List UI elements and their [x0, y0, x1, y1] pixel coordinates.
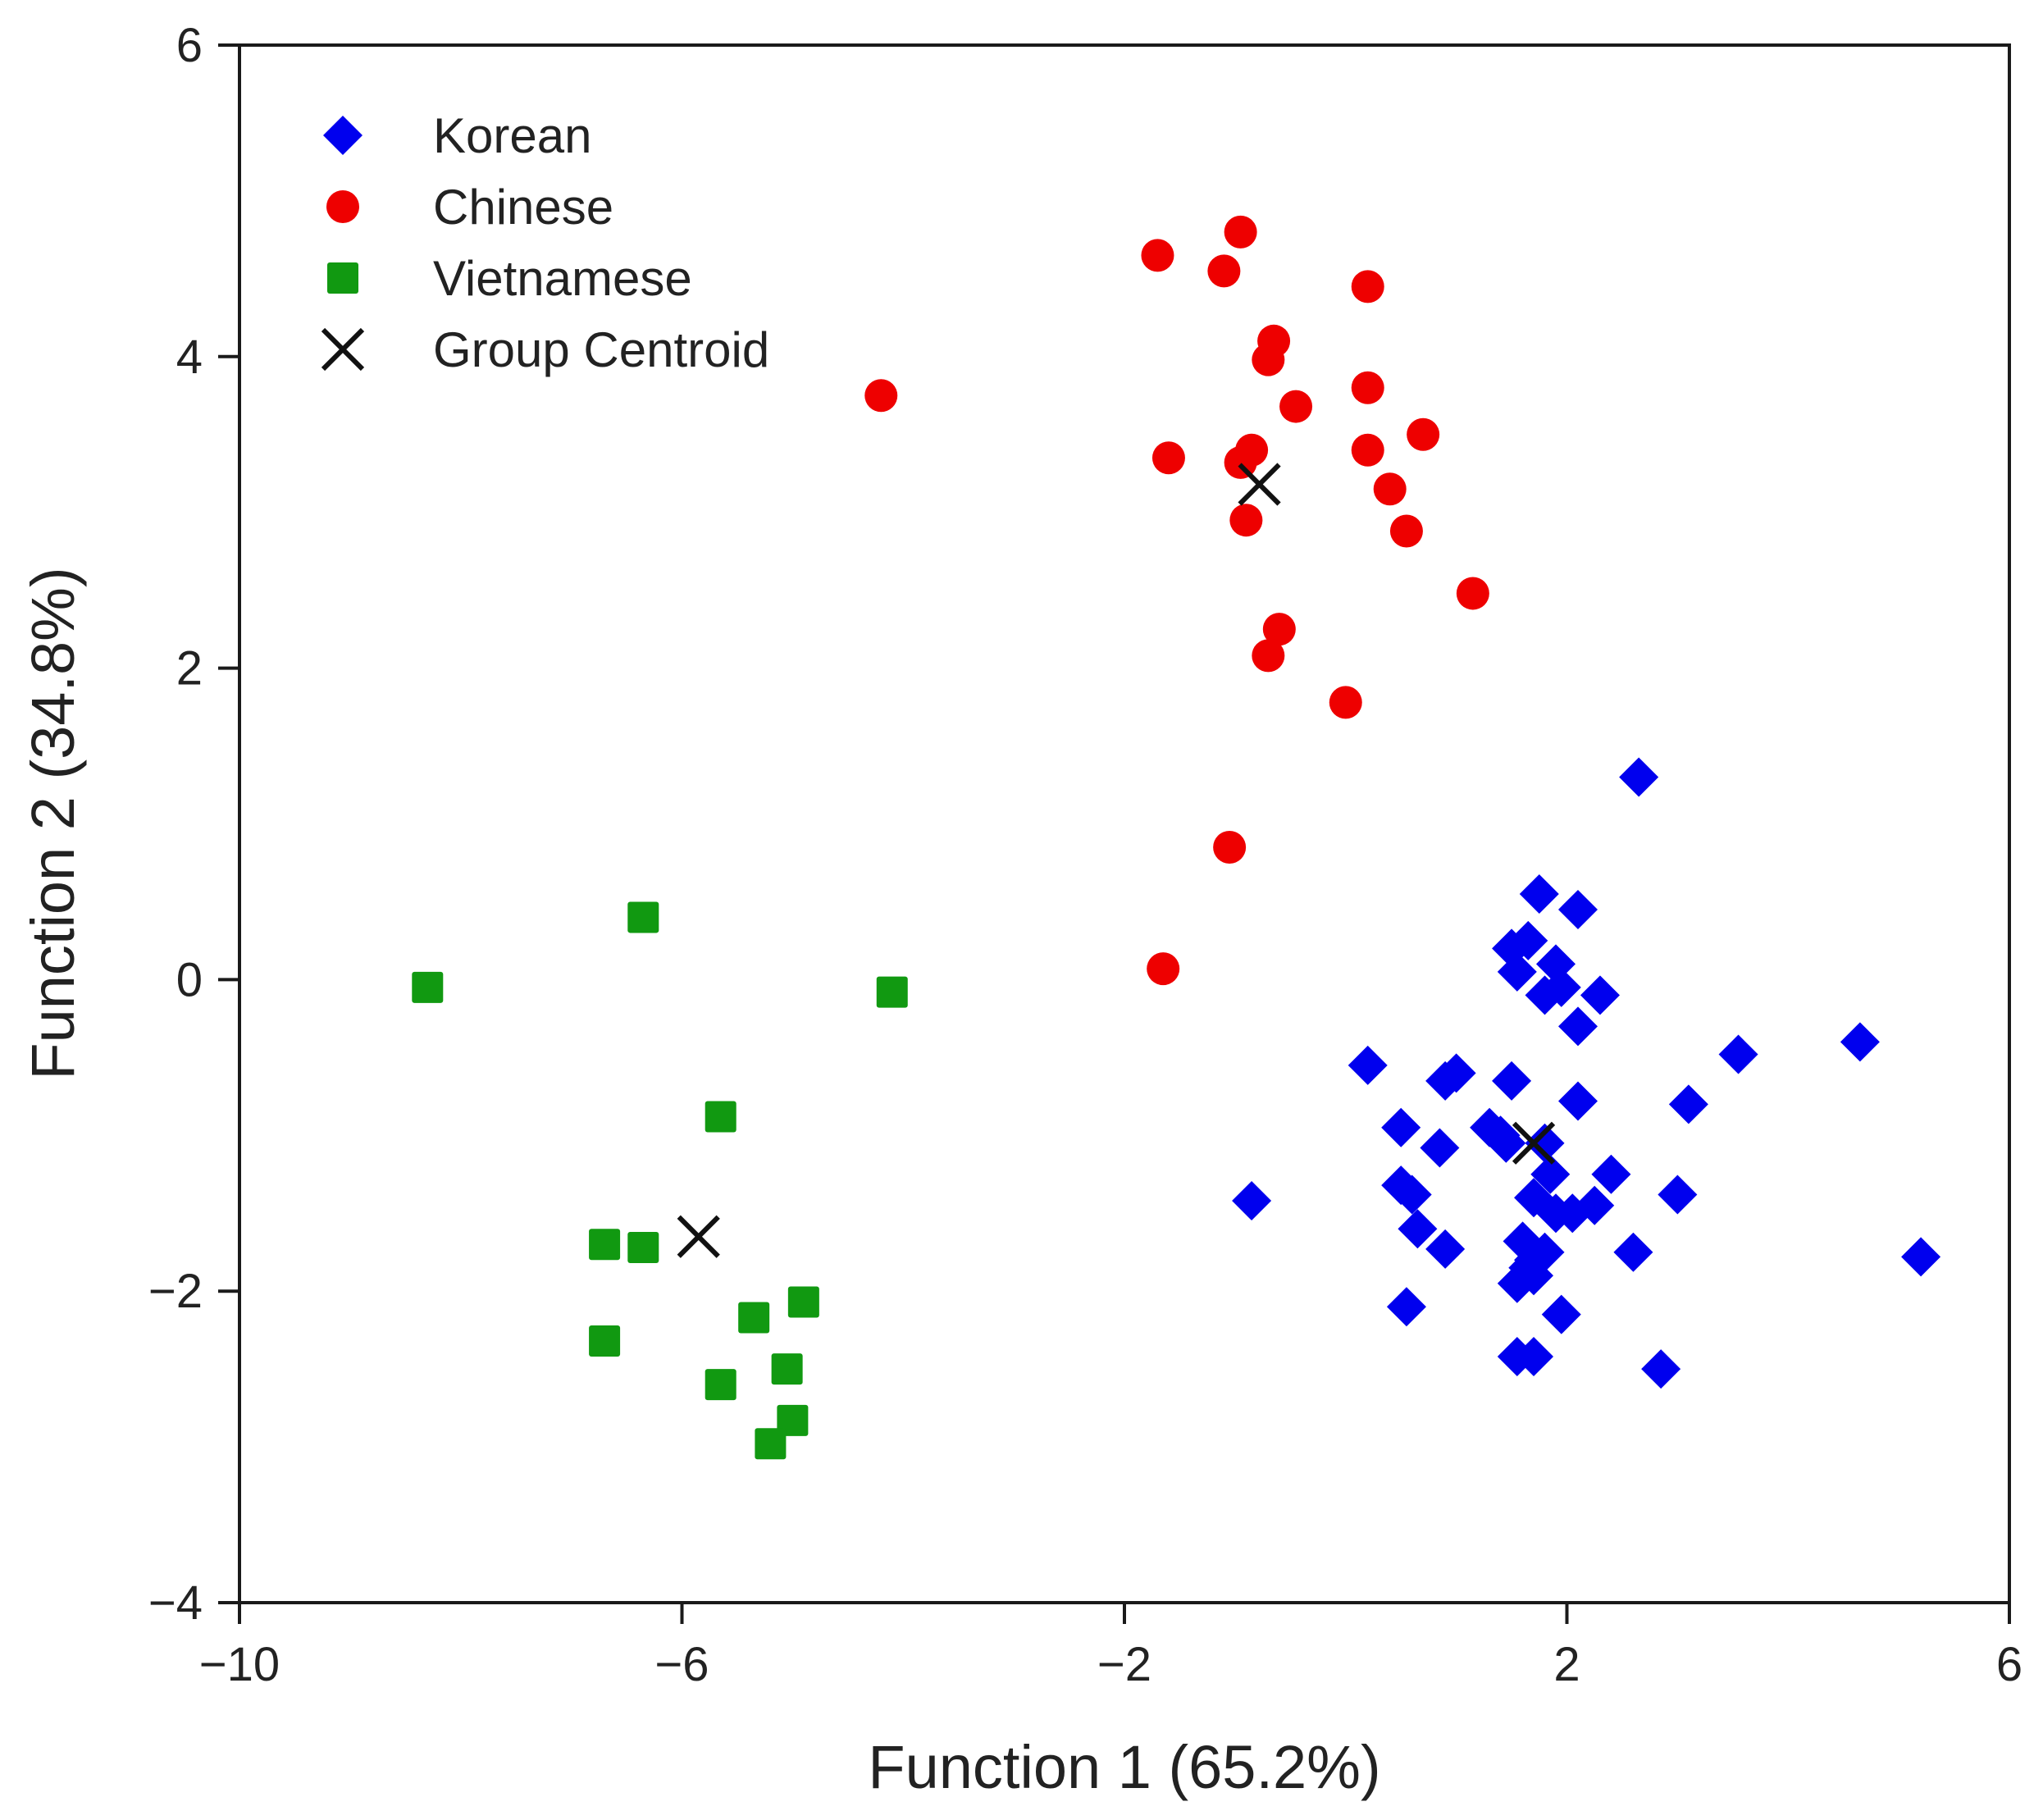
- chinese-point: [1279, 390, 1313, 423]
- chinese-point: [1213, 830, 1247, 864]
- legend-korean-label: Korean: [433, 108, 591, 163]
- korean-point: [1658, 1175, 1698, 1215]
- korean-point: [1398, 1209, 1438, 1249]
- chinese-point: [1207, 254, 1241, 288]
- y-tick-label: −2: [148, 1265, 203, 1318]
- y-tick-label: −4: [148, 1576, 203, 1630]
- data-points: [412, 215, 1941, 1460]
- chinese-point: [1351, 270, 1384, 303]
- axis-ticks: −10 −6 −2 2 6 −4 −2 0 2 4 6: [148, 19, 2022, 1691]
- korean-point: [1840, 1022, 1880, 1062]
- legend-chinese-marker: [326, 190, 359, 223]
- vietnamese-point: [755, 1428, 787, 1460]
- korean-point: [1541, 967, 1581, 1007]
- vietnamese-point: [705, 1101, 736, 1133]
- korean-point: [1557, 1081, 1598, 1121]
- chinese-point: [1229, 504, 1263, 537]
- vietnamese-point: [627, 1232, 659, 1264]
- y-tick-label: 4: [176, 331, 203, 384]
- chinese-point: [1389, 514, 1423, 548]
- legend: Korean Chinese Vietnamese Group Centroid: [321, 108, 769, 377]
- vietnamese-point: [589, 1229, 621, 1261]
- chinese-point: [1329, 686, 1362, 719]
- korean-point: [1232, 1181, 1272, 1221]
- chinese-point: [1252, 343, 1285, 376]
- chinese-point: [1262, 613, 1296, 646]
- chinese-point: [864, 379, 898, 413]
- vietnamese-point: [412, 971, 444, 1003]
- vietnamese-point: [738, 1302, 770, 1334]
- korean-point: [1492, 1061, 1532, 1101]
- korean-point: [1519, 874, 1559, 914]
- korean-point: [1619, 757, 1659, 797]
- korean-point: [1381, 1107, 1421, 1147]
- vietnamese-point: [627, 901, 659, 933]
- chinese-point: [1351, 371, 1384, 404]
- chinese-point: [1373, 472, 1407, 506]
- korean-point: [1557, 1006, 1598, 1047]
- korean-point: [1613, 1232, 1653, 1272]
- vietnamese-point: [777, 1404, 809, 1436]
- korean-point: [1497, 951, 1537, 992]
- x-tick-label: 6: [1996, 1638, 2022, 1691]
- y-axis-title: Function 2 (34.8%): [19, 567, 87, 1079]
- legend-vietnamese-label: Vietnamese: [433, 251, 692, 306]
- korean-point: [1591, 1154, 1631, 1194]
- group-centroid-point: [1512, 1121, 1556, 1165]
- korean-point: [1348, 1045, 1388, 1085]
- korean-point: [1580, 975, 1620, 1015]
- y-tick-label: 0: [176, 953, 203, 1006]
- chinese-point: [1456, 577, 1489, 610]
- y-tick-label: 2: [176, 642, 203, 696]
- x-tick-label: −2: [1097, 1638, 1151, 1691]
- korean-point: [1575, 1185, 1615, 1225]
- korean-point: [1386, 1287, 1426, 1327]
- chinese-point: [1141, 239, 1174, 272]
- legend-vietnamese-marker: [327, 262, 358, 294]
- korean-point: [1525, 1123, 1565, 1163]
- x-tick-label: −6: [654, 1638, 709, 1691]
- korean-point: [1392, 1175, 1432, 1215]
- chinese-point: [1351, 433, 1384, 467]
- vietnamese-point: [876, 976, 908, 1008]
- legend-korean-marker: [323, 116, 363, 155]
- y-tick-label: 6: [176, 19, 203, 72]
- chinese-point: [1224, 215, 1257, 249]
- legend-chinese-label: Chinese: [433, 180, 613, 235]
- korean-point: [1668, 1084, 1708, 1124]
- group-centroid-point: [1238, 463, 1281, 506]
- korean-point: [1436, 1053, 1476, 1093]
- korean-point: [1718, 1034, 1758, 1074]
- chinese-point: [1147, 952, 1180, 986]
- legend-group-centroid-label: Group Centroid: [433, 322, 769, 377]
- vietnamese-point: [705, 1369, 736, 1401]
- vietnamese-point: [589, 1325, 621, 1357]
- korean-point: [1541, 1294, 1581, 1334]
- korean-point: [1508, 920, 1548, 960]
- chinese-point: [1407, 417, 1440, 451]
- korean-point: [1508, 1248, 1548, 1288]
- chinese-point: [1151, 441, 1185, 475]
- x-axis-title: Function 1 (65.2%): [868, 1733, 1380, 1801]
- x-tick-label: 2: [1553, 1638, 1580, 1691]
- korean-point: [1901, 1237, 1941, 1277]
- vietnamese-point: [771, 1353, 803, 1385]
- legend-group-centroid-marker: [321, 327, 365, 372]
- korean-point: [1557, 889, 1598, 929]
- group-centroid-point: [677, 1215, 720, 1258]
- chinese-point: [1252, 639, 1285, 673]
- x-tick-label: −10: [199, 1638, 280, 1691]
- korean-point: [1514, 1336, 1554, 1376]
- korean-point: [1486, 1123, 1526, 1163]
- korean-point: [1530, 1154, 1571, 1194]
- korean-point: [1641, 1349, 1681, 1389]
- korean-point: [1420, 1128, 1460, 1168]
- vietnamese-point: [787, 1286, 819, 1318]
- korean-point: [1425, 1229, 1466, 1269]
